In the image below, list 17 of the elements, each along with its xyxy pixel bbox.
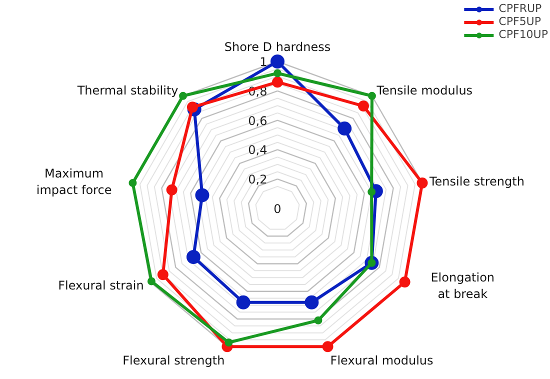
- spoke-label: Maximum impact force: [36, 166, 112, 198]
- spoke-label: Flexural strength: [122, 354, 225, 368]
- spoke-label: Flexural strain: [58, 278, 144, 293]
- legend-label: CPF10UP: [498, 28, 548, 41]
- legend-label: CPF5UP: [498, 15, 541, 28]
- spoke-label: Thermal stability: [76, 83, 178, 98]
- y-tick-label: 0,6: [248, 114, 268, 128]
- y-tick-label: 0,4: [248, 143, 268, 158]
- y-tick-label: 0: [274, 202, 282, 216]
- y-tick-label: 0,2: [248, 172, 268, 187]
- y-tick-label: 1: [260, 55, 268, 69]
- spoke-label: Tensile modulus: [376, 83, 473, 98]
- spoke-label: Flexural modulus: [330, 354, 434, 368]
- spoke-label: Tensile strength: [428, 174, 524, 189]
- legend-label: CPFRUP: [498, 2, 542, 15]
- spoke-label: Elongation at break: [430, 270, 495, 302]
- spoke-label: Shore D hardness: [224, 40, 331, 54]
